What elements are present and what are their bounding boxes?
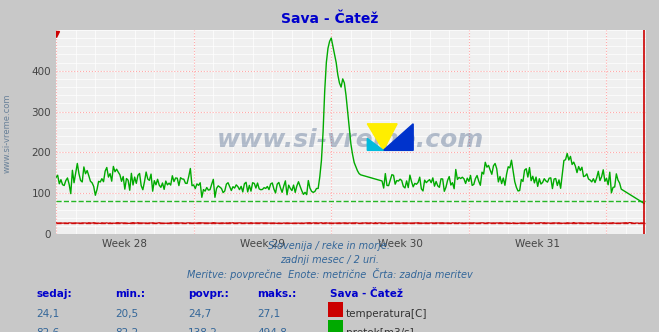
Text: zadnji mesec / 2 uri.: zadnji mesec / 2 uri. xyxy=(280,255,379,265)
Text: www.si-vreme.com: www.si-vreme.com xyxy=(217,128,484,152)
Text: Sava - Čatež: Sava - Čatež xyxy=(330,289,403,299)
Text: maks.:: maks.: xyxy=(257,289,297,299)
Text: sedaj:: sedaj: xyxy=(36,289,72,299)
Text: Slovenija / reke in morje.: Slovenija / reke in morje. xyxy=(268,241,391,251)
Text: temperatura[C]: temperatura[C] xyxy=(346,309,428,319)
Text: povpr.:: povpr.: xyxy=(188,289,229,299)
Text: min.:: min.: xyxy=(115,289,146,299)
Text: 82,6: 82,6 xyxy=(36,328,59,332)
Polygon shape xyxy=(367,138,384,150)
Polygon shape xyxy=(367,124,397,150)
Text: 494,8: 494,8 xyxy=(257,328,287,332)
Text: Sava - Čatež: Sava - Čatež xyxy=(281,12,378,26)
Text: 82,2: 82,2 xyxy=(115,328,138,332)
Text: 20,5: 20,5 xyxy=(115,309,138,319)
Text: Meritve: povprečne  Enote: metrične  Črta: zadnja meritev: Meritve: povprečne Enote: metrične Črta:… xyxy=(186,268,473,280)
Text: 138,2: 138,2 xyxy=(188,328,217,332)
Text: www.si-vreme.com: www.si-vreme.com xyxy=(3,93,12,173)
Polygon shape xyxy=(384,124,413,150)
Text: pretok[m3/s]: pretok[m3/s] xyxy=(346,328,414,332)
Text: 24,1: 24,1 xyxy=(36,309,59,319)
Text: 24,7: 24,7 xyxy=(188,309,211,319)
Text: 27,1: 27,1 xyxy=(257,309,280,319)
